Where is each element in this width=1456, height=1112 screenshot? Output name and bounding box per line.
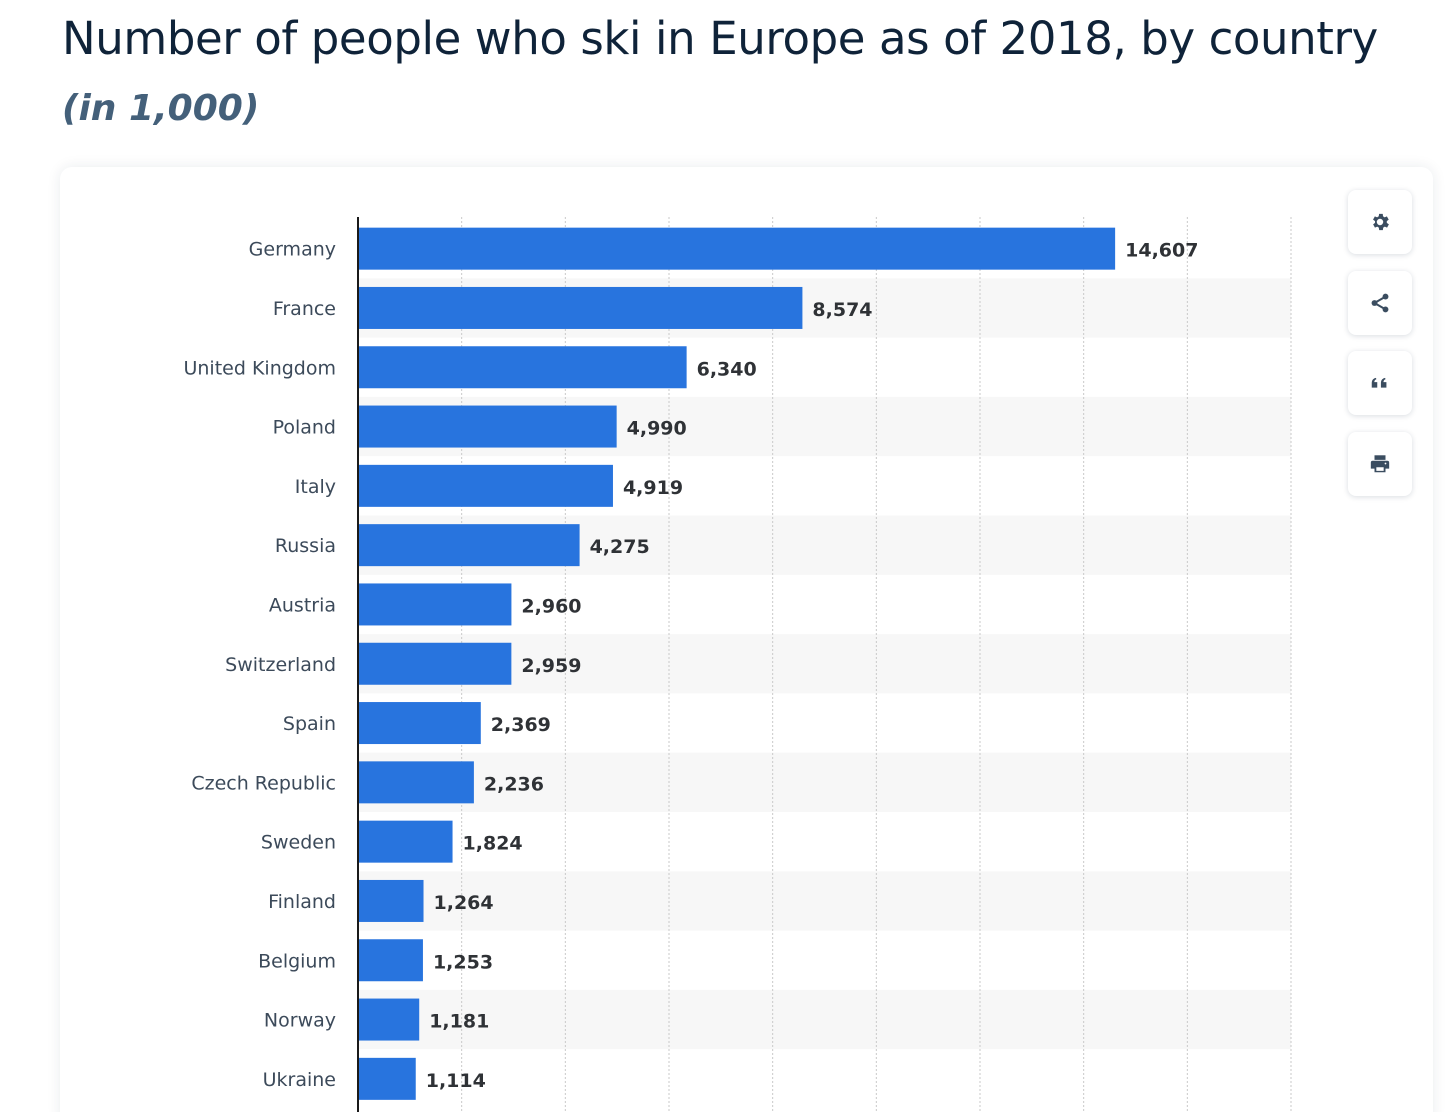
category-label: Norway (264, 1010, 336, 1032)
row-band (358, 634, 1291, 694)
value-label: 1,264 (434, 892, 494, 914)
value-label: 6,340 (697, 358, 757, 380)
category-label: Ukraine (263, 1069, 336, 1091)
chart-title: Number of people who ski in Europe as of… (62, 12, 1378, 65)
category-label: France (273, 298, 336, 320)
chart-card: Germany 14,607 France 8,574 United Kingdom 6,… (60, 167, 1433, 1112)
row-band (358, 989, 1291, 1050)
value-label: 4,990 (627, 418, 687, 440)
bar (358, 761, 474, 804)
value-label: 2,960 (521, 595, 581, 617)
bar (358, 642, 512, 685)
category-label: United Kingdom (183, 357, 336, 379)
category-label: Switzerland (225, 654, 336, 676)
value-label: 2,959 (521, 655, 581, 677)
bar (358, 998, 420, 1041)
share-button[interactable] (1348, 271, 1412, 335)
settings-button[interactable] (1348, 190, 1412, 254)
value-label: 1,114 (426, 1070, 486, 1092)
bar (358, 227, 1116, 270)
bar (358, 702, 481, 745)
printer-icon (1369, 453, 1391, 475)
value-label: 8,574 (812, 299, 872, 321)
category-label: Spain (283, 713, 336, 735)
value-label: 2,369 (491, 714, 551, 736)
bar (358, 405, 617, 448)
bar (358, 346, 687, 389)
category-label: Sweden (261, 832, 336, 854)
bar (358, 939, 423, 982)
value-label: 1,253 (433, 951, 493, 973)
value-label: 1,181 (429, 1011, 489, 1033)
category-label: Poland (273, 417, 336, 439)
value-label: 4,919 (623, 477, 683, 499)
value-label: 2,236 (484, 773, 544, 795)
bar (358, 464, 613, 507)
value-label: 14,607 (1125, 240, 1198, 262)
print-button[interactable] (1348, 432, 1412, 496)
category-label: Belgium (258, 950, 336, 972)
bar (358, 879, 424, 922)
bar (358, 524, 580, 567)
quote-icon (1369, 372, 1391, 394)
share-icon (1369, 292, 1391, 314)
value-label: 1,824 (463, 833, 523, 855)
value-label: 4,275 (590, 536, 650, 558)
bar (358, 1057, 416, 1100)
row-band (358, 871, 1291, 931)
bar (358, 583, 512, 626)
category-label: Germany (249, 239, 336, 261)
chart-subtitle: (in 1,000) (62, 88, 260, 129)
gear-icon (1369, 211, 1391, 233)
category-label: Finland (268, 891, 336, 913)
cite-button[interactable] (1348, 351, 1412, 415)
bar-chart: Germany 14,607 France 8,574 United Kingdom 6,… (183, 217, 1292, 1112)
category-label: Austria (269, 594, 336, 616)
row-band (358, 752, 1291, 812)
category-label: Russia (275, 535, 336, 557)
category-label: Italy (295, 476, 336, 498)
bar (358, 286, 803, 329)
category-label: Czech Republic (191, 772, 336, 794)
bar (358, 820, 453, 863)
